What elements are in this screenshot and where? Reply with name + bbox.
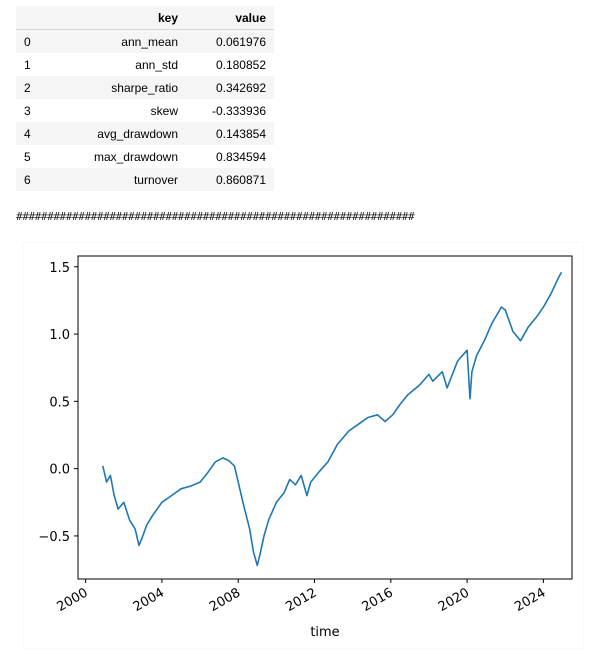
row-value: 0.342692 xyxy=(182,76,274,99)
table-row: 2 sharpe_ratio 0.342692 xyxy=(16,76,274,99)
row-key: sharpe_ratio xyxy=(52,76,182,99)
row-value: -0.333936 xyxy=(211,103,266,118)
row-value: 0.860871 xyxy=(182,168,274,191)
stats-table: key value 0 ann_mean 0.061976 1 ann_std … xyxy=(16,6,274,191)
row-key: skew xyxy=(150,103,178,118)
plot-frame xyxy=(77,255,573,580)
plot-output: 2000 2004 2008 2012 2016 2020 2024 −0.5 0.0 0.5 1… xyxy=(24,243,583,648)
table-row: 0 ann_mean 0.061976 xyxy=(16,29,274,53)
x-tick-label: 2024 xyxy=(512,585,548,615)
y-axis: −0.5 0.0 0.5 1.0 1.5 xyxy=(38,261,78,545)
x-tick-label: 2004 xyxy=(131,585,167,615)
row-index: 5 xyxy=(24,149,31,164)
line-chart: 2000 2004 2008 2012 2016 2020 2024 −0.5 0.0 0.5 1… xyxy=(38,255,573,640)
x-tick-label: 2000 xyxy=(54,585,90,615)
row-key: max_drawdown xyxy=(93,149,178,164)
row-key: turnover xyxy=(52,168,182,191)
table-row: 5 max_drawdown 0.834594 xyxy=(16,145,274,168)
x-tick-label: 2008 xyxy=(207,585,243,615)
y-tick-label: 0.5 xyxy=(49,395,70,410)
column-header-key: key xyxy=(52,6,182,30)
row-index: 3 xyxy=(24,103,31,118)
x-tick-label: 2016 xyxy=(360,585,396,615)
row-value: 0.834594 xyxy=(215,149,266,164)
column-header-value: value xyxy=(182,6,274,30)
series-line xyxy=(102,271,563,567)
row-key: ann_std xyxy=(135,57,178,72)
row-index: 4 xyxy=(16,122,52,145)
row-key: ann_mean xyxy=(52,29,182,53)
index-header xyxy=(16,6,52,30)
table-row: 3 skew -0.333936 xyxy=(16,99,274,122)
row-value: 0.061976 xyxy=(182,29,274,53)
row-value: 0.180852 xyxy=(215,57,266,72)
table-row: 4 avg_drawdown 0.143854 xyxy=(16,122,274,145)
hash-divider: ########################################… xyxy=(16,210,415,223)
row-index: 6 xyxy=(16,168,52,191)
row-value: 0.143854 xyxy=(182,122,274,145)
table-header-row: key value xyxy=(16,6,274,30)
table-row: 1 ann_std 0.180852 xyxy=(16,53,274,76)
x-axis: 2000 2004 2008 2012 2016 2020 2024 xyxy=(54,579,548,615)
row-key: avg_drawdown xyxy=(52,122,182,145)
x-axis-label: time xyxy=(310,625,339,640)
y-tick-label: 0.0 xyxy=(49,463,70,478)
y-tick-label: −0.5 xyxy=(38,530,70,545)
table-row: 6 turnover 0.860871 xyxy=(16,168,274,191)
y-tick-label: 1.5 xyxy=(49,261,70,276)
row-index: 1 xyxy=(24,57,31,72)
row-index: 2 xyxy=(16,76,52,99)
row-index: 0 xyxy=(16,29,52,53)
y-tick-label: 1.0 xyxy=(49,328,70,343)
x-tick-label: 2020 xyxy=(436,585,472,615)
x-tick-label: 2012 xyxy=(283,585,319,615)
